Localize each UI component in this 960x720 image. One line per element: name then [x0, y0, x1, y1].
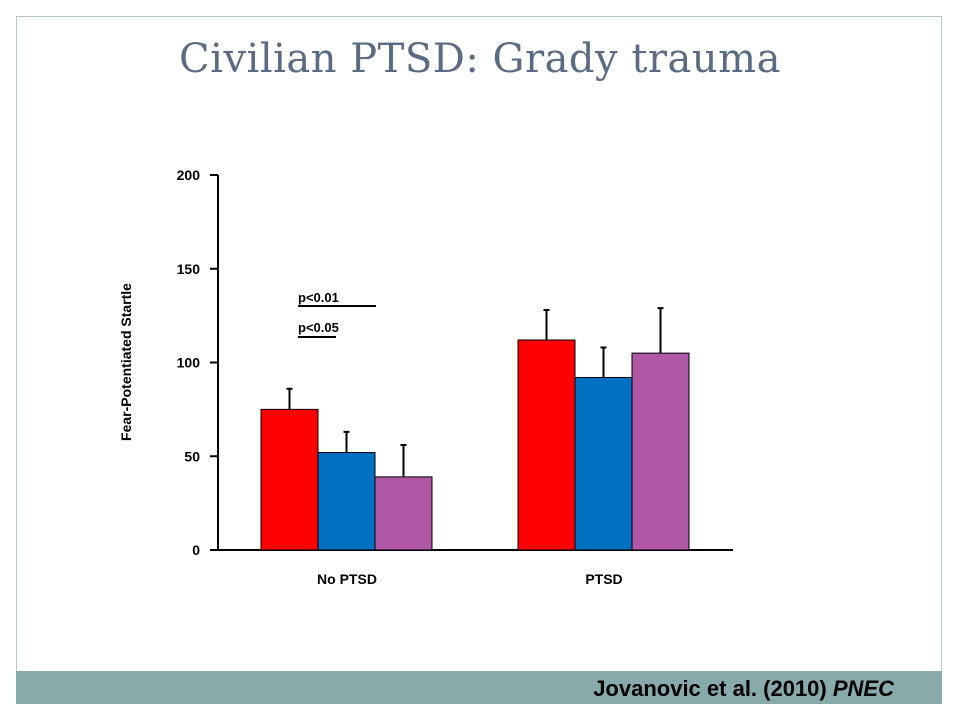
category-label: PTSD: [585, 571, 622, 587]
y-tick-label: 150: [177, 261, 201, 277]
slide-frame: [16, 16, 942, 704]
y-tick-label: 200: [177, 167, 201, 183]
significance-label: p<0.05: [298, 320, 339, 335]
slide-title: Civilian PTSD: Grady trauma: [179, 36, 781, 82]
category-label: No PTSD: [317, 571, 377, 587]
bar: [260, 408, 319, 551]
bar: [631, 352, 690, 551]
citation-authors: Jovanovic et al. (2010): [593, 676, 827, 701]
citation-journal: PNEC: [832, 676, 894, 701]
footer-bar: [16, 671, 942, 704]
bar: [517, 339, 576, 551]
bar: [374, 476, 433, 551]
citation: Jovanovic et al. (2010) PNEC: [593, 676, 894, 702]
y-tick-label: 50: [184, 448, 200, 464]
significance-label: p<0.01: [298, 290, 339, 305]
y-axis-label: Fear-Potentiated Startle: [118, 283, 134, 441]
bar: [574, 377, 633, 551]
y-tick-label: 100: [177, 355, 201, 371]
bar: [317, 452, 376, 551]
y-tick-label: 0: [192, 542, 200, 558]
